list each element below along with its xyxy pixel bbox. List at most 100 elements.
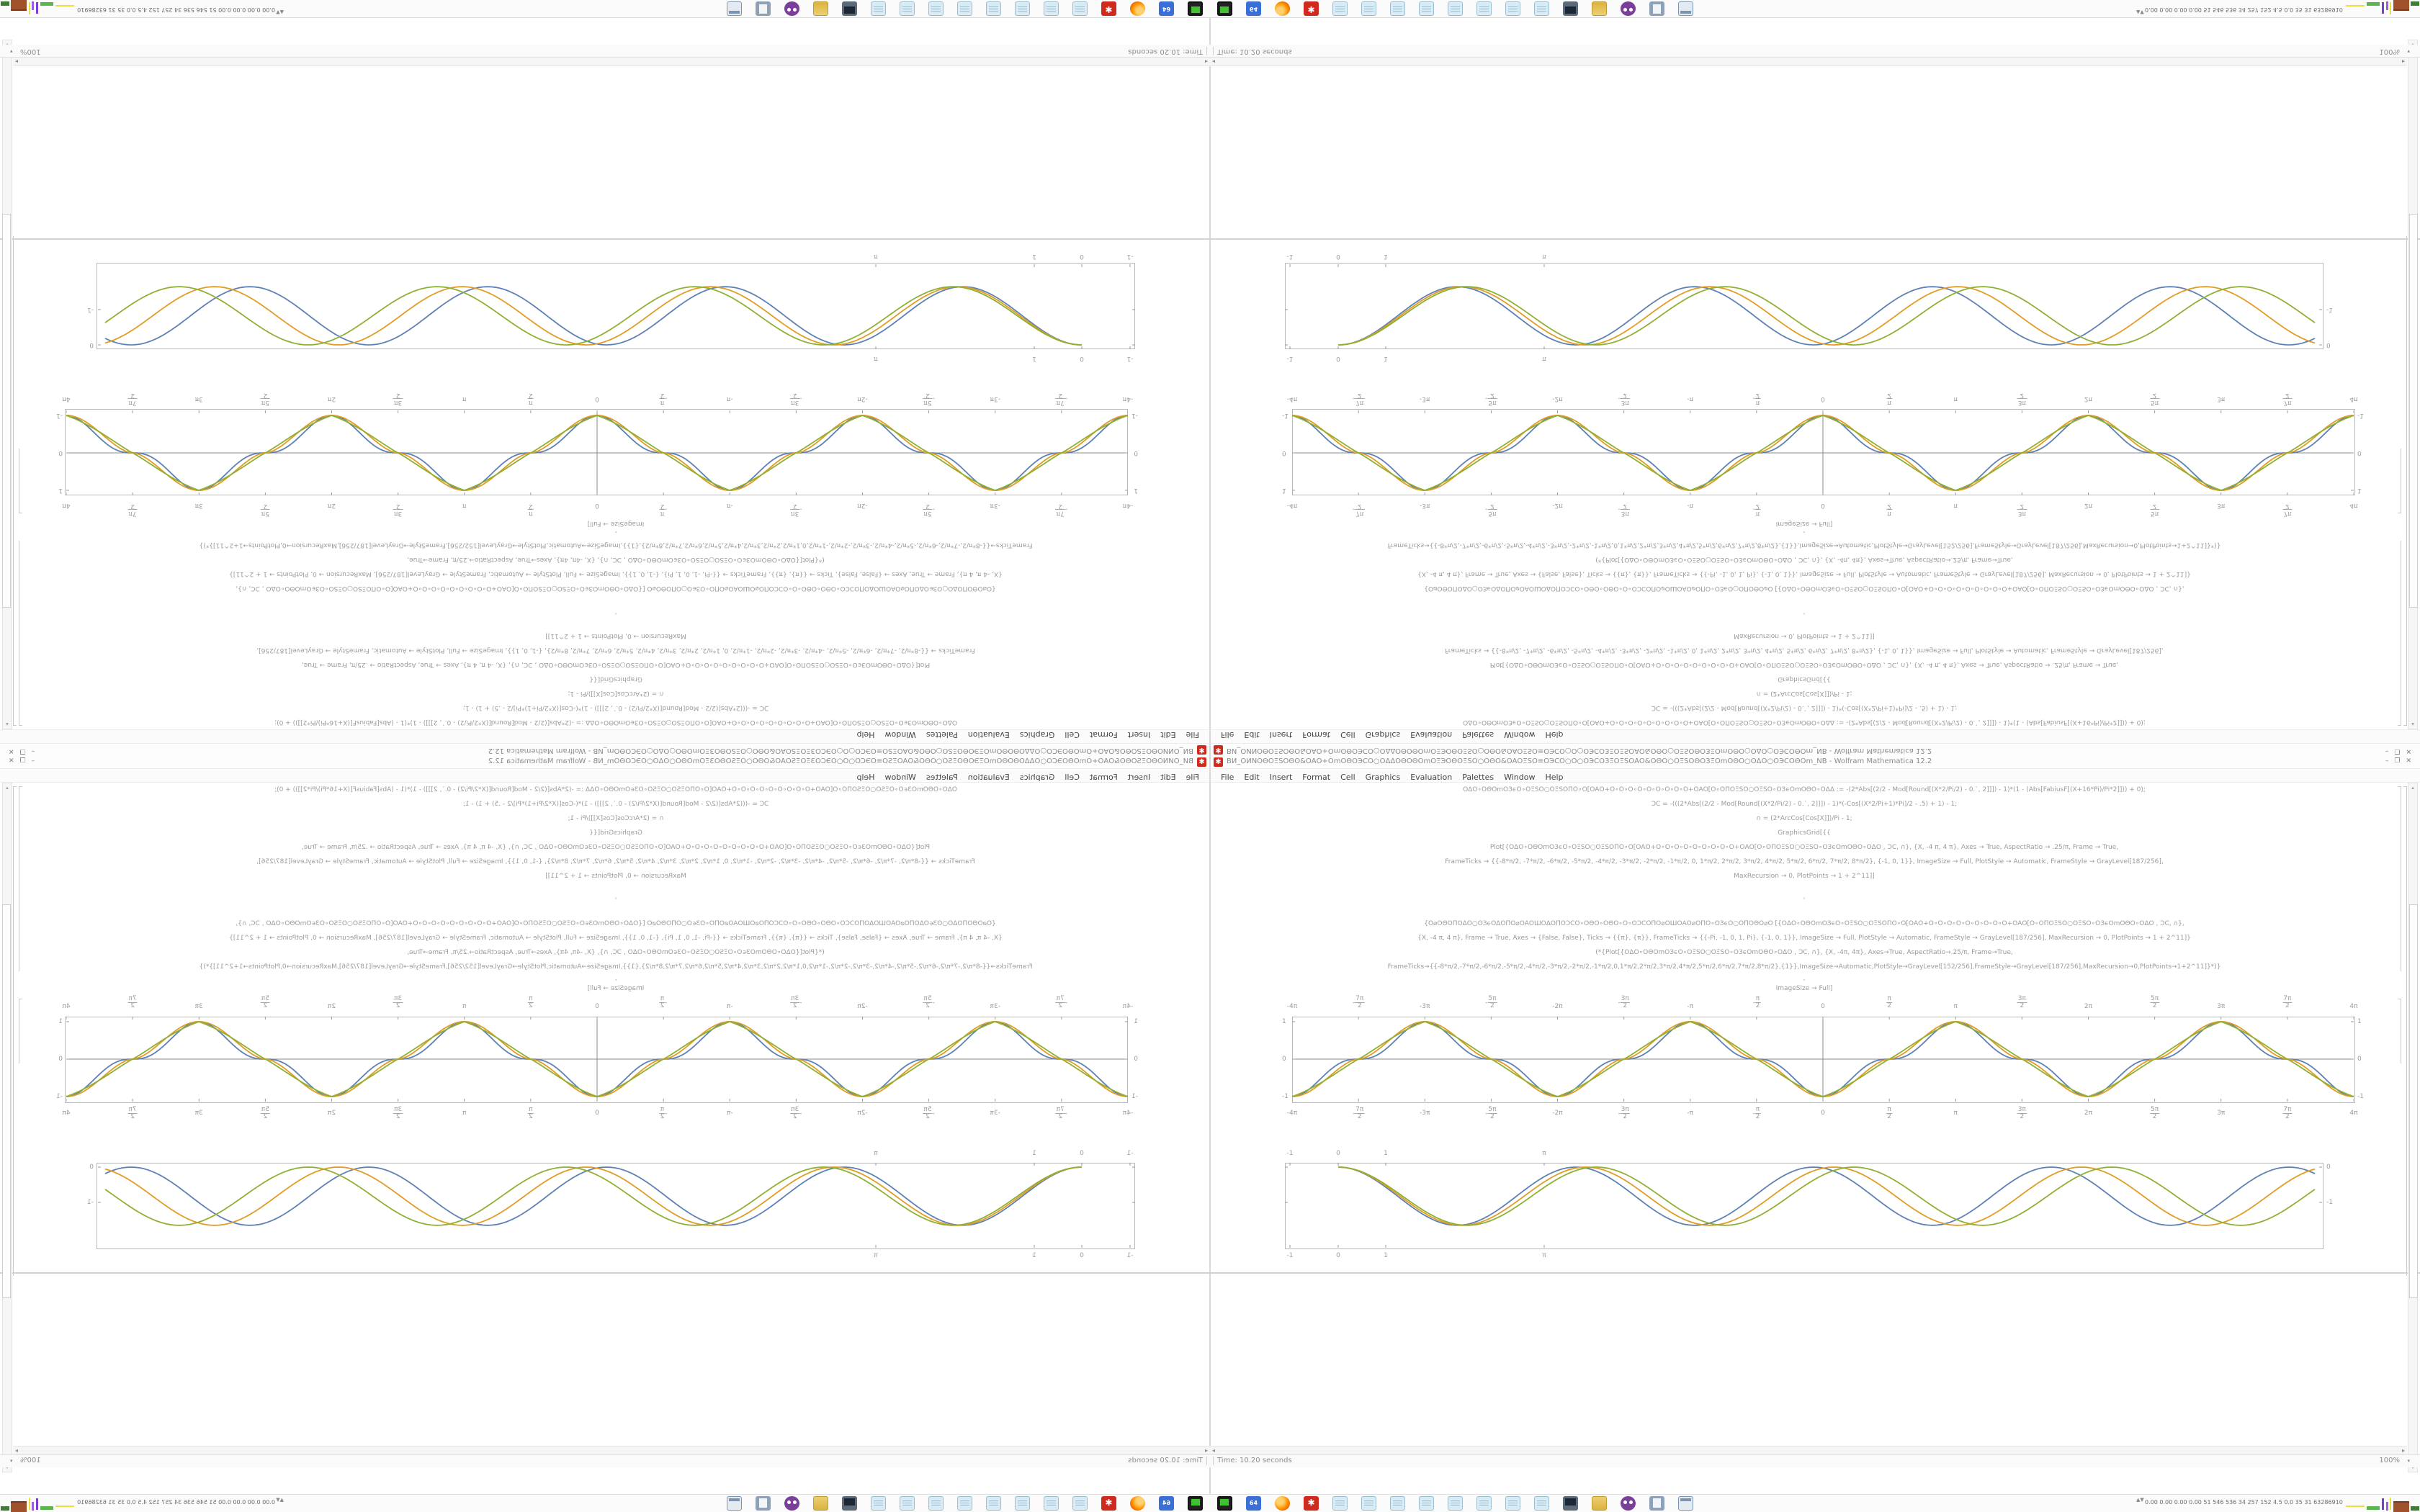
taskbar-icon-terminal-0[interactable] (1217, 1496, 1232, 1511)
code-line[interactable]: {X, -4 π, 4 π}, Frame → True, Axes → {Fa… (1417, 935, 2191, 942)
vertical-scrollbar[interactable]: ▴ ▾ (2408, 783, 2418, 1472)
taskbar-icon-notepad-4[interactable] (1332, 1, 1348, 16)
close-icon[interactable]: ✕ (2406, 747, 2417, 755)
code-line[interactable]: MaxRecursion → 0, PlotPoints → 1 + 2^11]… (1734, 873, 1875, 880)
menu-file[interactable]: File (1221, 730, 1234, 739)
restore-icon[interactable]: ❐ (2394, 747, 2406, 755)
window-titlebar[interactable]: ✱ ВИ_ОИNОΘОΞЅОΘО&ОАО+ОmОΘОЭСО○ОΔΔОΘОΘОmО… (1210, 743, 2420, 756)
scroll-right-icon[interactable]: ▸ (2401, 1447, 2405, 1454)
code-line[interactable]: ΟΔΟ∘ΟΘΟmΟЗϵΟ∘ΟΞЅΟ○ΟΞЅΟΠΟ∘Ο[ΟΑΟ+Ο∘Ο∘Ο∘Ο∘Ο… (274, 786, 957, 793)
vertical-scroll-thumb[interactable] (2409, 904, 2418, 1298)
menu-edit[interactable]: Edit (1244, 730, 1260, 739)
code-line[interactable]: ƆC = -(((2*Abs[(2/2 - Mod[Round[(X*2/Pi/… (462, 704, 769, 711)
menu-graphics[interactable]: Graphics (1365, 773, 1401, 782)
close-icon[interactable]: ✕ (3, 747, 14, 755)
taskbar-icon-folder-13[interactable] (1592, 1496, 1607, 1511)
scroll-right-icon[interactable]: ▸ (2401, 58, 2405, 65)
notebook-content[interactable]: ΟΔΟ∘ΟΘΟmΟЗϵΟ∘ΟΞЅΟ○ΟΞЅΟΠΟ∘Ο[ΟΑΟ+Ο∘Ο∘Ο∘Ο∘Ο… (0, 783, 1210, 1494)
taskbar-icon-notepad-8[interactable] (1448, 1496, 1463, 1511)
code-line[interactable]: ' (1803, 897, 1806, 904)
code-line[interactable]: ΟΔΟ∘ΟΘΟmΟЗϵΟ∘ΟΞЅΟ○ΟΞЅΟΠΟ∘Ο[ΟΑΟ+Ο∘Ο∘Ο∘Ο∘Ο… (1463, 786, 2146, 793)
magnification-control[interactable]: 100% (2379, 48, 2400, 55)
code-line[interactable]: {X, -4 π, 4 π}, Frame → True, Axes → {Fa… (229, 935, 1003, 942)
taskbar-icon-notepad-9[interactable] (1476, 1496, 1492, 1511)
magnification-control[interactable]: 100% (20, 48, 41, 55)
menu-window[interactable]: Window (884, 730, 916, 739)
output-plot-detuned-cosine[interactable]: -1 -1 0 0 1 1 π π 0 -1 (1285, 228, 2351, 372)
vertical-scroll-thumb[interactable] (2, 214, 11, 608)
cell-bracket[interactable] (13, 236, 17, 726)
scroll-left-icon[interactable]: ◂ (1212, 1447, 1216, 1454)
code-line[interactable]: GraphicsGrid[{{ (589, 829, 642, 837)
taskbar-icon-owl-app-14[interactable] (1621, 1, 1636, 16)
code-line[interactable]: ΟΔΟ∘ΟΘΟmΟЗϵΟ∘ΟΞЅΟ○ΟΞЅΟΠΟ∘Ο[ΟΑΟ+Ο∘Ο∘Ο∘Ο∘Ο… (1463, 719, 2146, 726)
code-line[interactable]: , (1803, 530, 1806, 537)
taskbar-icon-terminal-0[interactable] (1217, 1, 1232, 16)
scroll-left-icon[interactable]: ◂ (1212, 58, 1216, 65)
taskbar-icon-window-16[interactable] (1678, 1, 1693, 16)
menu-file[interactable]: File (1221, 773, 1234, 782)
code-line[interactable]: {Ο⌀ΟΘΟΠΟΔΟ○ΟЗϵΟΔΟΠΟ⌀ΟΑΟШΟΔΟΠΟƆCΟ∘ΟΘΟ∘ΟΘΟ… (236, 920, 996, 927)
taskbar-icon-mathematica-3[interactable]: ✱ (1304, 1496, 1319, 1511)
code-line[interactable]: ImageSize → Full] (1775, 985, 1833, 992)
code-line[interactable]: {Ο⌀ΟΘΟΠΟΔΟ○ΟЗϵΟΔΟΠΟ⌀ΟΑΟШΟΔΟΠΟƆCΟ∘ΟΘΟ∘ΟΘΟ… (1424, 920, 2184, 927)
taskbar-icon-firefox-2[interactable] (1275, 1496, 1290, 1511)
scroll-left-icon[interactable]: ◂ (1204, 58, 1208, 65)
menu-graphics[interactable]: Graphics (1365, 730, 1401, 739)
taskbar-icon-notepad-7[interactable] (1419, 1, 1434, 16)
chevron-down-icon[interactable]: ▾ (10, 48, 13, 54)
taskbar-icon-folder-13[interactable] (813, 1, 828, 16)
chevron-down-icon[interactable]: ▾ (2407, 48, 2410, 54)
taskbar-icon-printer-15[interactable] (756, 1, 771, 16)
taskbar-icon-notepad-11[interactable] (1534, 1, 1549, 16)
code-line[interactable]: {X, -4 π, 4 π}, Frame → True, Axes → {Fa… (229, 570, 1003, 577)
window-titlebar[interactable]: ✱ ВИ_ОИNОΘОΞЅОΘО&ОАО+ОmОΘОЭСО○ОΔΔОΘОΘОmО… (1210, 756, 2420, 769)
taskbar-icon-owl-app-14[interactable] (1621, 1496, 1636, 1511)
menu-evaluation[interactable]: Evaluation (967, 730, 1010, 739)
taskbar-icon-notepad-9[interactable] (928, 1496, 944, 1511)
code-line[interactable]: ∩ = (2*ArcCos[Cos[X]])/Pi - 1; (1756, 815, 1852, 822)
code-line[interactable]: FrameTicks→{{-8*π/2,-7*π/2,-6*π/2,-5*π/2… (199, 963, 1033, 971)
taskbar-icon-notepad-9[interactable] (1476, 1, 1492, 16)
menu-graphics[interactable]: Graphics (1019, 730, 1055, 739)
taskbar-icon-notepad-11[interactable] (1534, 1496, 1549, 1511)
taskbar-icon-terminal-0[interactable] (1188, 1496, 1203, 1511)
notebook-content[interactable]: ΟΔΟ∘ΟΘΟmΟЗϵΟ∘ΟΞЅΟ○ΟΞЅΟΠΟ∘Ο[ΟΑΟ+Ο∘Ο∘Ο∘Ο∘Ο… (1210, 18, 2420, 729)
cell-bracket[interactable] (2403, 786, 2407, 1276)
taskbar-icon-notepad-7[interactable] (986, 1, 1001, 16)
code-line[interactable]: {Ο⌀ΟΘΟΠΟΔΟ○ΟЗϵΟΔΟΠΟ⌀ΟΑΟШΟΔΟΠΟƆCΟ∘ΟΘΟ∘ΟΘΟ… (236, 585, 996, 592)
scroll-down-icon[interactable]: ▾ (2411, 1464, 2414, 1470)
taskbar-icon-notepad-6[interactable] (1015, 1496, 1030, 1511)
cell-bracket[interactable] (19, 449, 22, 513)
code-line[interactable]: Plot[{ΟΔΟ∘ΟΘΟmΟЗϵΟ∘ΟΞЅΟ○ΟΞЅΟΠΟ∘Ο[ΟΑΟ+Ο∘Ο… (1489, 661, 2119, 668)
cell-bracket[interactable] (2398, 541, 2401, 726)
minimize-icon[interactable]: – (25, 747, 35, 755)
code-line[interactable]: {Ο⌀ΟΘΟΠΟΔΟ○ΟЗϵΟΔΟΠΟ⌀ΟΑΟШΟΔΟΠΟƆCΟ∘ΟΘΟ∘ΟΘΟ… (1424, 585, 2184, 592)
output-plot-detuned-cosine[interactable]: -1 -1 0 0 1 1 π π 0 -1 (69, 1140, 1135, 1284)
code-line[interactable]: FrameTicks → {{-8*π/2, -7*π/2, -6*π/2, -… (256, 647, 975, 654)
scroll-right-icon[interactable]: ▸ (15, 58, 19, 65)
code-line[interactable]: FrameTicks → {{-8*π/2, -7*π/2, -6*π/2, -… (256, 858, 975, 865)
window-titlebar[interactable]: ✱ ВИ_ОИNОΘОΞЅОΘО&ОАО+ОmОΘОЭСО○ОΔΔОΘОΘОmО… (0, 756, 1210, 769)
taskbar-icon-printer-15[interactable] (1649, 1, 1664, 16)
window-controls[interactable]: –❐✕ (2385, 757, 2417, 765)
magnification-control[interactable]: 100% (2379, 1457, 2400, 1464)
taskbar-icon-notepad-10[interactable] (900, 1496, 915, 1511)
taskbar-icon-mathematica-3[interactable]: ✱ (1101, 1, 1116, 16)
code-line[interactable]: , (1803, 975, 1806, 982)
taskbar-icon-owl-app-14[interactable] (784, 1, 799, 16)
taskbar-icon-firefox-2[interactable] (1130, 1, 1145, 16)
taskbar-icon-vice-c64-1[interactable]: 64 (1159, 1496, 1174, 1511)
taskbar-icon-notepad-5[interactable] (1044, 1496, 1059, 1511)
taskbar-icon-notepad-8[interactable] (1448, 1, 1463, 16)
menu-edit[interactable]: Edit (1244, 773, 1260, 782)
notebook-content[interactable]: ΟΔΟ∘ΟΘΟmΟЗϵΟ∘ΟΞЅΟ○ΟΞЅΟΠΟ∘Ο[ΟΑΟ+Ο∘Ο∘Ο∘Ο∘Ο… (0, 18, 1210, 729)
menu-file[interactable]: File (1186, 730, 1199, 739)
code-line[interactable]: MaxRecursion → 0, PlotPoints → 1 + 2^11]… (1734, 632, 1875, 639)
restore-icon[interactable]: ❐ (2394, 757, 2406, 765)
notebook-content[interactable]: ΟΔΟ∘ΟΘΟmΟЗϵΟ∘ΟΞЅΟ○ΟΞЅΟΠΟ∘Ο[ΟΑΟ+Ο∘Ο∘Ο∘Ο∘Ο… (1210, 783, 2420, 1494)
taskbar-icon-notepad-11[interactable] (871, 1, 886, 16)
code-line[interactable]: (*{Plot[{ΟΔΟ∘ΟΘΟmΟЗϵΟ∘ΟΞЅΟ○ΟΞЅΟ∘ΟЗϵΟmΟΘΟ… (407, 556, 825, 563)
code-line[interactable]: ∩ = (2*ArcCos[Cos[X]])/Pi - 1; (1756, 690, 1852, 697)
taskbar-icon-vice-c64-1[interactable]: 64 (1246, 1, 1261, 16)
